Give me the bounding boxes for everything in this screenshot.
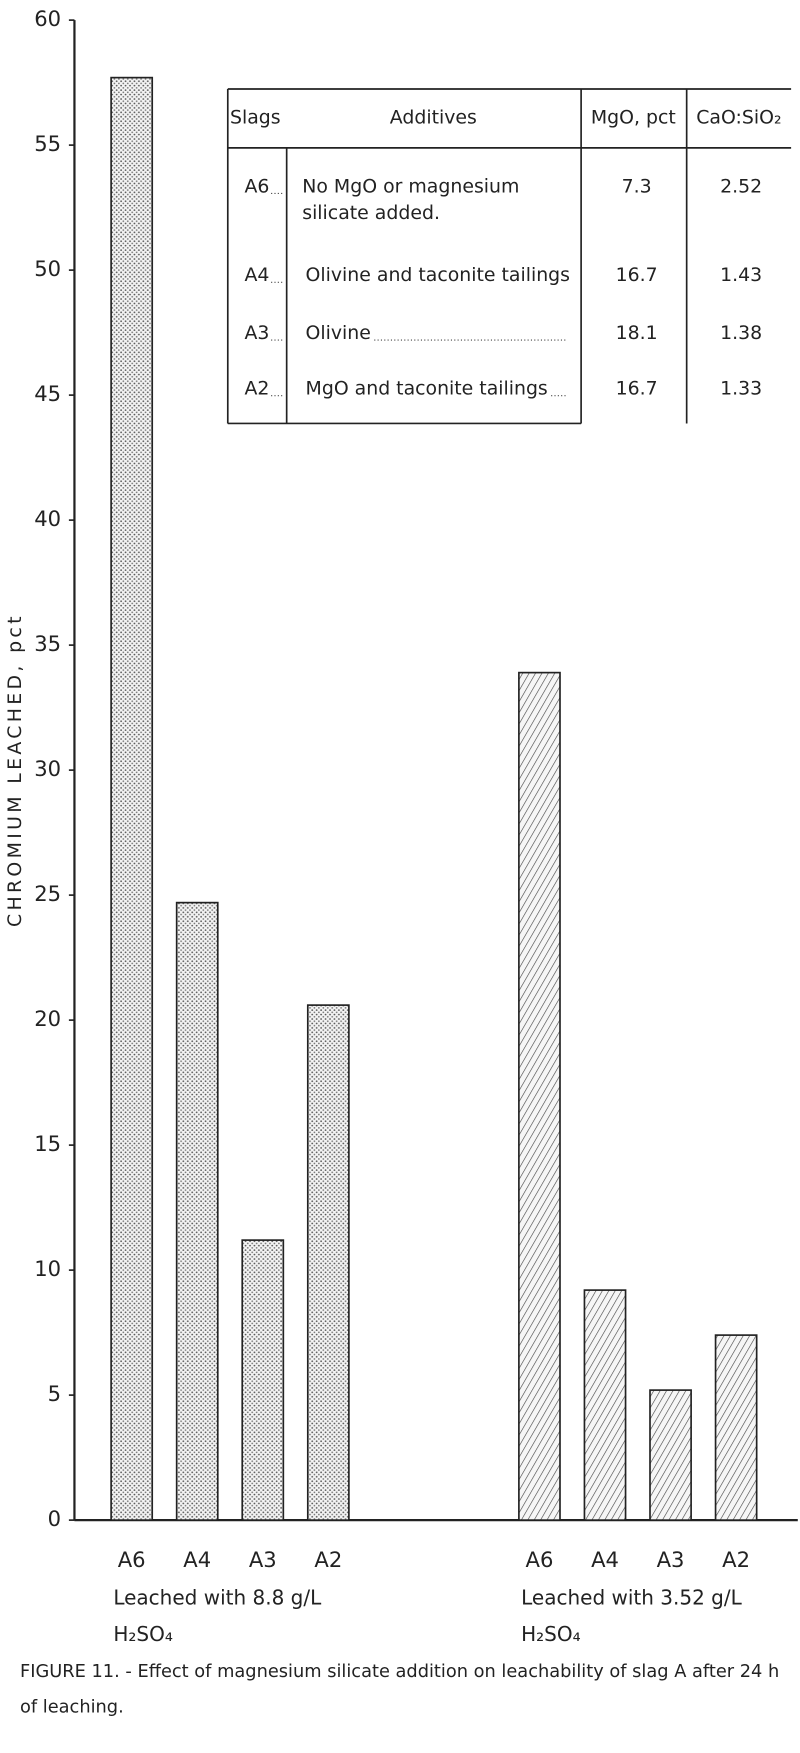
- table-additive: MgO and taconite tailings: [306, 378, 548, 400]
- caption: FIGURE 11. - Effect of magnesium silicat…: [20, 1660, 780, 1717]
- y-tick-label: 5: [48, 1381, 61, 1406]
- y-tick-label: 30: [34, 756, 61, 781]
- y-tick-label: 20: [34, 1006, 61, 1031]
- group-label-box: Leached with 8.8 g/L H₂SO₄: [113, 1586, 322, 1647]
- table-mgo: 16.7: [616, 378, 658, 400]
- table-mgo: 7.3: [622, 175, 652, 197]
- table-slag: A6: [244, 175, 269, 197]
- x-tick-label: A6: [526, 1547, 554, 1572]
- table-slag: A2: [244, 378, 269, 400]
- table-ratio: 1.38: [720, 322, 762, 344]
- y-tick-label: 15: [34, 1131, 61, 1156]
- x-tick-label: A2: [722, 1547, 750, 1572]
- bar: [583, 1289, 627, 1521]
- group-label: Leached with 3.52 g/L H₂SO₄: [521, 1586, 742, 1647]
- y-tick-label: 35: [34, 631, 61, 656]
- y-tick-label: 25: [34, 881, 61, 906]
- table-ratio: 1.33: [720, 378, 762, 400]
- table-slag: A4: [244, 264, 269, 286]
- x-tick-label: A3: [657, 1547, 685, 1572]
- table-ratio: 1.43: [720, 264, 762, 286]
- table-ratio: 2.52: [720, 175, 762, 197]
- x-tick-label: A4: [591, 1547, 619, 1572]
- bar: [649, 1389, 692, 1521]
- y-axis-label: CHROMIUM LEACHED, pct: [4, 613, 26, 927]
- table-frame: [226, 88, 792, 425]
- y-tick-label: 10: [34, 1256, 61, 1281]
- y-tick-label: 45: [34, 381, 61, 406]
- table-mgo: 16.7: [616, 264, 658, 286]
- bar: [306, 1004, 350, 1521]
- bar: [110, 76, 154, 1521]
- table-additive: Olivine: [306, 322, 371, 344]
- bar: [714, 1334, 758, 1521]
- table-additive: Olivine and taconite tailings: [306, 264, 570, 286]
- caption-box: FIGURE 11. - Effect of magnesium silicat…: [20, 1660, 780, 1717]
- x-tick-label: A3: [249, 1547, 277, 1572]
- table-mgo: 18.1: [616, 322, 658, 344]
- x-tick-label: A4: [183, 1547, 211, 1572]
- table-header: MgO, pct: [591, 106, 676, 128]
- table-additive-box: No MgO or magnesium silicate added.: [302, 175, 520, 225]
- y-tick-label: 50: [34, 256, 61, 281]
- y-tick-label: 0: [48, 1506, 61, 1531]
- bar: [241, 1239, 285, 1521]
- group-label: Leached with 8.8 g/L H₂SO₄: [113, 1586, 322, 1647]
- table-header: CaO:SiO₂: [696, 106, 781, 128]
- table-slag: A3: [244, 322, 269, 344]
- table-header: Additives: [390, 106, 477, 128]
- table-header: Slags: [230, 106, 281, 128]
- group-label-box: Leached with 3.52 g/L H₂SO₄: [521, 1586, 742, 1647]
- y-tick-label: 60: [34, 6, 61, 31]
- table-additive: No MgO or magnesium silicate added.: [302, 175, 520, 225]
- y-tick-label: 40: [34, 506, 61, 531]
- x-tick-label: A6: [118, 1547, 146, 1572]
- x-tick-label: A2: [314, 1547, 342, 1572]
- y-tick-label: 55: [34, 131, 61, 156]
- bar: [175, 901, 219, 1521]
- bar: [518, 671, 561, 1521]
